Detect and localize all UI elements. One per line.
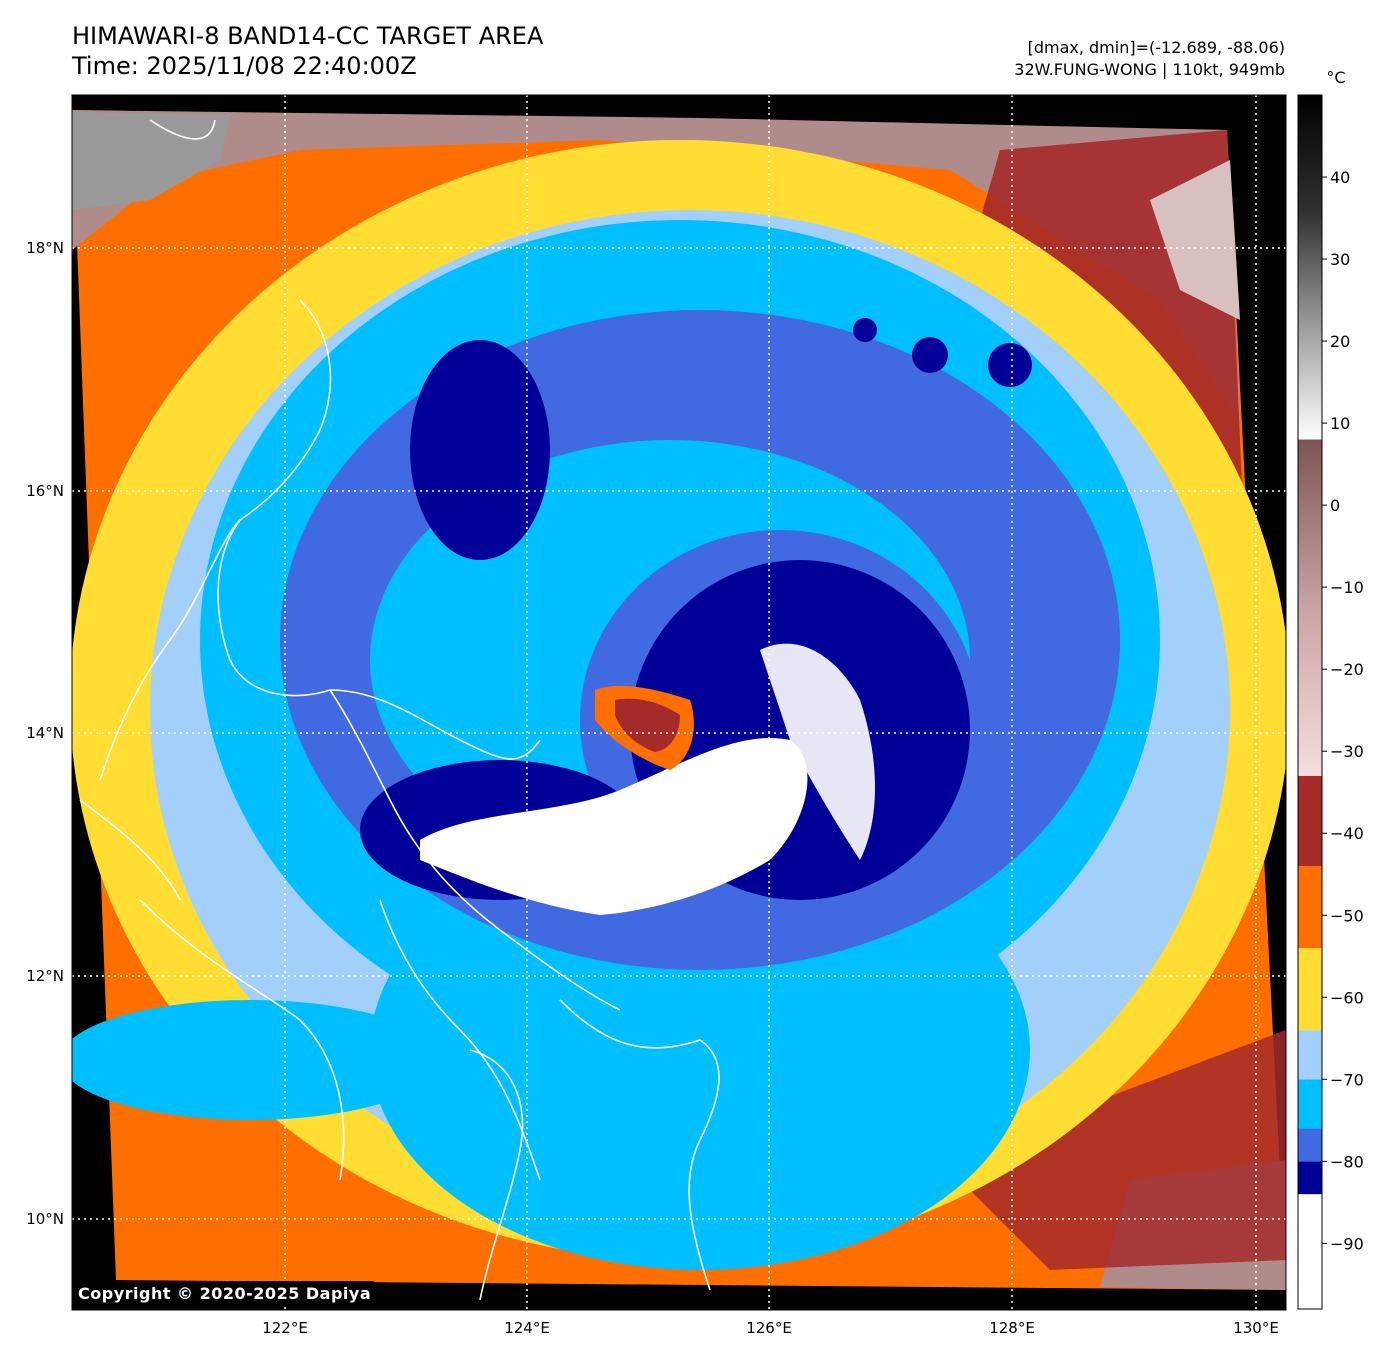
colorbar-band [1298, 1161, 1322, 1195]
temperature-range: [dmax, dmin]=(-12.689, -88.06) [1027, 38, 1285, 57]
colorbar-tick-label: −30 [1330, 742, 1364, 761]
ir-imagery [72, 110, 1286, 1301]
lon-tick: 130°E [1233, 1319, 1279, 1337]
colorbar: °C 40 30 20 10 0 −10 −20 −30 −40 −50 −60 −70 −80 −90 [1297, 68, 1364, 1310]
colorbar-band [1298, 1194, 1322, 1309]
colorbar-gradient [1298, 95, 1322, 440]
colorbar-tick-label: 0 [1330, 496, 1340, 515]
lon-tick: 122°E [262, 1319, 308, 1337]
clear-patch-ne [1150, 160, 1240, 320]
coastlines [79, 119, 720, 1301]
cold-fringe-se [940, 1030, 1286, 1270]
colorbar-tick-label: −20 [1330, 660, 1364, 679]
colorbar-tick-label: −10 [1330, 578, 1364, 597]
colorbar-ticks: 40 30 20 10 0 −10 −20 −30 −40 −50 −60 −70 −80 −90 [1322, 168, 1364, 1253]
colorbar-band [1298, 1128, 1322, 1162]
colorbar-band [1298, 1030, 1322, 1080]
colorbar-gradient [1298, 439, 1322, 776]
colorbar-band [1298, 866, 1322, 949]
lon-tick: 128°E [989, 1319, 1035, 1337]
colorbar-band [1298, 775, 1322, 867]
cold-spot [988, 343, 1032, 387]
colorbar-tick-label: 20 [1330, 332, 1350, 351]
colorbar-tick-label: 40 [1330, 168, 1350, 187]
colorbar-band [1298, 948, 1322, 1031]
lat-tick: 14°N [26, 724, 64, 742]
colorbar-tick-label: −70 [1330, 1070, 1364, 1089]
map-frame [71, 94, 1287, 1311]
cold-spot [912, 337, 948, 373]
colorbar-tick-label: 10 [1330, 414, 1350, 433]
latitude-axis: 18°N 16°N 14°N 12°N 10°N [26, 239, 64, 1228]
lon-tick: 124°E [504, 1319, 550, 1337]
longitude-axis: 122°E 124°E 126°E 128°E 130°E [262, 1319, 1279, 1337]
cold-spot [853, 318, 877, 342]
cold-cell-nw [410, 340, 550, 560]
colorbar-tick-label: 30 [1330, 250, 1350, 269]
colorbar-bands [1298, 95, 1322, 1309]
colorbar-band [1298, 1079, 1322, 1129]
lon-tick: 126°E [746, 1319, 792, 1337]
colorbar-unit: °C [1326, 68, 1345, 87]
colorbar-tick-label: −50 [1330, 906, 1364, 925]
colorbar-tick-label: −40 [1330, 824, 1364, 843]
map-title: HIMAWARI-8 BAND14-CC TARGET AREA [72, 22, 544, 50]
storm-info: 32W.FUNG-WONG | 110kt, 949mb [1014, 60, 1285, 79]
eye-core [615, 698, 680, 752]
colorbar-tick-label: −60 [1330, 988, 1364, 1007]
band-minus76-sw [72, 1000, 440, 1120]
cdo-coldest-east [760, 643, 875, 860]
lat-tick: 18°N [26, 239, 64, 257]
cdo-coldest [420, 738, 808, 915]
clear-air-nw [72, 112, 230, 210]
lat-tick: 16°N [26, 482, 64, 500]
colorbar-frame [1297, 94, 1323, 1310]
colorbar-tick-label: −80 [1330, 1152, 1364, 1171]
lat-tick: 10°N [26, 1210, 64, 1228]
colorbar-tick-label: −90 [1330, 1234, 1364, 1253]
lat-tick: 12°N [26, 967, 64, 985]
copyright-label: Copyright © 2020-2025 Dapiya [72, 1281, 380, 1306]
map-time: Time: 2025/11/08 22:40:00Z [72, 52, 417, 80]
graticule [72, 95, 1286, 1310]
